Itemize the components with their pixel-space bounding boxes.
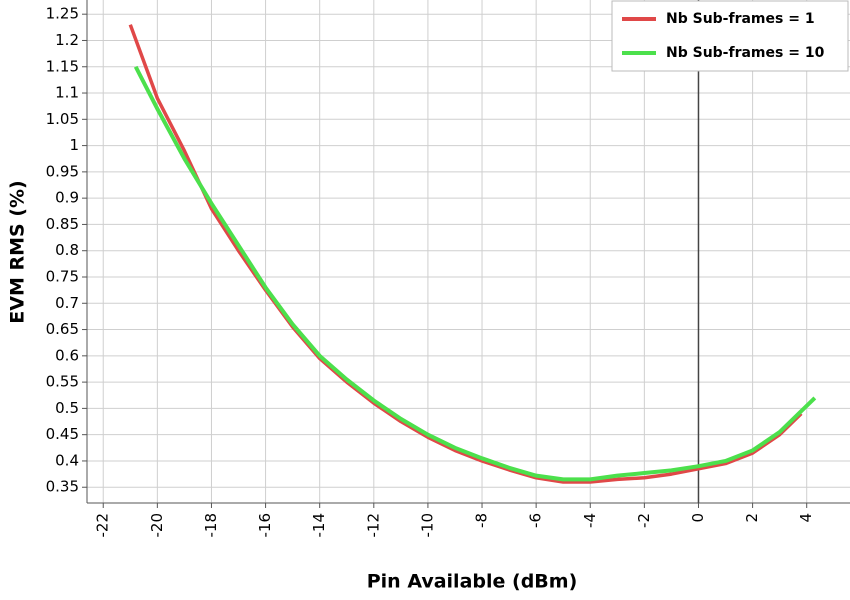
legend-label: Nb Sub-frames = 1 bbox=[666, 11, 815, 27]
y-tick-label: 1.15 bbox=[46, 57, 79, 75]
y-tick-label: 0.45 bbox=[46, 425, 79, 443]
x-tick-label: -18 bbox=[202, 513, 220, 538]
x-tick-label: -12 bbox=[364, 513, 382, 538]
y-tick-label: 0.5 bbox=[55, 399, 79, 417]
x-tick-label: -10 bbox=[418, 513, 436, 538]
y-tick-label: 0.95 bbox=[46, 162, 79, 180]
x-tick-label: -8 bbox=[473, 513, 491, 528]
y-tick-label: 1 bbox=[69, 136, 79, 154]
x-tick-label: -20 bbox=[148, 513, 166, 538]
y-tick-label: 0.75 bbox=[46, 267, 79, 285]
x-tick-label: 2 bbox=[743, 513, 761, 523]
y-tick-label: 0.7 bbox=[55, 294, 79, 312]
x-tick-label: 0 bbox=[689, 513, 707, 523]
y-tick-label: 0.4 bbox=[55, 451, 79, 469]
y-tick-label: 0.8 bbox=[55, 241, 79, 259]
y-tick-label: 0.35 bbox=[46, 478, 79, 496]
legend-label: Nb Sub-frames = 10 bbox=[666, 45, 825, 61]
y-tick-label: 1.2 bbox=[55, 31, 79, 49]
y-tick-label: 0.6 bbox=[55, 346, 79, 364]
y-tick-label: 0.85 bbox=[46, 215, 79, 233]
x-tick-label: -22 bbox=[94, 513, 112, 538]
y-tick-label: 1.1 bbox=[55, 84, 79, 102]
y-axis-title: EVM RMS (%) bbox=[7, 180, 29, 323]
x-tick-label: -16 bbox=[256, 513, 274, 538]
legend: Nb Sub-frames = 1 Nb Sub-frames = 10 bbox=[611, 0, 849, 72]
legend-box bbox=[611, 0, 849, 72]
x-tick-label: -6 bbox=[527, 513, 545, 528]
x-tick-label: -4 bbox=[581, 513, 599, 528]
y-tick-label: 1.25 bbox=[46, 5, 79, 23]
x-tick-label: -14 bbox=[310, 513, 328, 538]
y-tick-label: 0.65 bbox=[46, 320, 79, 338]
series-line bbox=[128, 24, 803, 484]
x-axis-title: Pin Available (dBm) bbox=[367, 571, 578, 593]
series-line bbox=[133, 65, 817, 482]
x-tick-label: 4 bbox=[797, 513, 815, 523]
y-tick-label: 0.9 bbox=[55, 189, 79, 207]
y-tick-label: 1.05 bbox=[46, 110, 79, 128]
x-tick-label: -2 bbox=[635, 513, 653, 528]
y-tick-label: 0.55 bbox=[46, 373, 79, 391]
